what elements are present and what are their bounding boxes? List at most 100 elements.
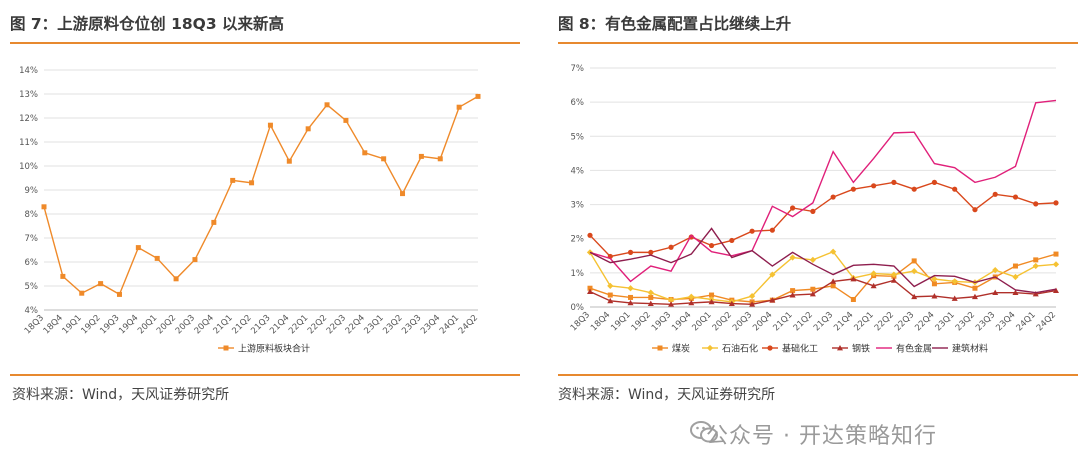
data-point xyxy=(688,293,695,300)
x-tick-label: 21Q2 xyxy=(230,313,253,336)
legend-marker xyxy=(706,344,714,352)
data-point xyxy=(830,278,837,284)
data-point xyxy=(647,289,654,296)
legend-label: 煤炭 xyxy=(672,343,690,355)
x-tick-label: 24Q1 xyxy=(1015,310,1038,333)
x-tick-label: 22Q4 xyxy=(344,313,367,336)
data-point xyxy=(1012,273,1019,281)
x-tick-label: 22Q4 xyxy=(913,310,936,333)
data-point xyxy=(830,283,836,289)
legend-item: 煤炭 xyxy=(652,343,690,355)
x-tick-label: 19Q2 xyxy=(79,313,102,336)
series-line-5 xyxy=(589,227,1057,294)
data-point xyxy=(708,298,715,305)
x-tick-label: 23Q1 xyxy=(362,313,385,336)
legend-marker xyxy=(657,345,663,351)
data-point xyxy=(931,281,937,287)
y-tick-label: 8% xyxy=(25,210,39,220)
legend-label: 基础化工 xyxy=(782,343,818,355)
data-point xyxy=(749,228,755,234)
figure-7-source: 资料来源：Wind，天风证券研究所 xyxy=(12,387,230,403)
data-point xyxy=(688,299,695,306)
data-point xyxy=(98,281,104,287)
data-point xyxy=(607,297,614,304)
x-tick-label: 22Q3 xyxy=(325,313,348,336)
data-point xyxy=(992,191,998,197)
data-point xyxy=(173,276,179,282)
legend-item: 有色金属 xyxy=(876,343,932,355)
x-tick-label: 22Q2 xyxy=(873,310,896,333)
data-point xyxy=(418,153,424,159)
y-tick-label: 2% xyxy=(571,235,585,245)
x-tick-label: 20Q2 xyxy=(155,313,178,336)
y-tick-label: 7% xyxy=(25,234,39,244)
data-point xyxy=(230,177,236,183)
data-point xyxy=(116,291,122,297)
x-tick-label: 19Q1 xyxy=(609,310,632,333)
watermark-text: 公众号 · 开达策略知行 xyxy=(706,424,937,449)
data-point xyxy=(830,194,836,200)
data-point xyxy=(79,290,85,296)
data-point xyxy=(1033,257,1039,263)
y-tick-label: 5% xyxy=(25,282,39,292)
data-point xyxy=(627,249,634,255)
x-tick-label: 22Q1 xyxy=(852,310,875,333)
data-point xyxy=(728,300,735,306)
y-tick-label: 12% xyxy=(19,114,38,124)
data-point xyxy=(135,245,141,251)
y-tick-label: 14% xyxy=(19,66,38,76)
data-point xyxy=(154,255,160,261)
data-point xyxy=(668,244,674,250)
y-tick-label: 4% xyxy=(571,166,585,176)
legend-label: 石油石化 xyxy=(722,343,758,355)
data-point xyxy=(1033,201,1039,207)
data-point xyxy=(790,205,796,211)
x-tick-label: 21Q2 xyxy=(792,310,815,333)
data-point xyxy=(587,285,593,291)
x-tick-label: 20Q3 xyxy=(731,310,754,333)
y-tick-label: 3% xyxy=(571,201,585,211)
data-point xyxy=(192,257,198,263)
legend-label: 钢铁 xyxy=(852,343,870,355)
x-tick-label: 24Q1 xyxy=(438,313,461,336)
data-point xyxy=(305,126,311,132)
source-rule xyxy=(558,374,1078,376)
data-point xyxy=(286,158,292,164)
data-point xyxy=(972,285,978,291)
x-tick-label: 18Q3 xyxy=(569,310,592,333)
source-rule xyxy=(10,374,520,376)
figure-8-title: 图 8：有色金属配置占比继续上升 xyxy=(558,15,792,33)
y-tick-label: 11% xyxy=(19,138,38,148)
data-point xyxy=(1053,200,1059,206)
x-tick-label: 21Q4 xyxy=(832,310,855,333)
x-tick-label: 19Q1 xyxy=(61,313,84,336)
data-point xyxy=(627,285,634,292)
data-point xyxy=(850,296,856,302)
series-line-0 xyxy=(43,95,479,296)
data-point xyxy=(931,293,938,299)
data-point xyxy=(587,288,593,295)
legend-label: 有色金属 xyxy=(896,343,932,355)
x-tick-label: 21Q3 xyxy=(249,313,272,336)
series-line-4 xyxy=(589,99,1057,283)
data-point xyxy=(267,122,273,128)
y-tick-label: 4% xyxy=(25,306,39,316)
legend-marker xyxy=(837,345,843,351)
data-point xyxy=(1053,251,1059,257)
sector-allocation-line-chart: 0% 1% 2% 3% 4% 5% 6% 7% 18Q318Q419Q119Q219Q319Q4… xyxy=(569,64,1060,355)
x-tick-label: 24Q2 xyxy=(1035,310,1058,333)
legend-item: 石油石化 xyxy=(702,343,758,355)
legend-item: 上游原料板块合计 xyxy=(218,343,310,355)
data-point xyxy=(1032,262,1039,270)
series-line-2 xyxy=(589,181,1057,258)
data-point xyxy=(607,292,613,298)
data-point xyxy=(668,301,675,307)
data-point xyxy=(627,299,634,306)
x-tick-label: 22Q3 xyxy=(893,310,916,333)
data-point xyxy=(790,288,796,294)
x-tick-label: 18Q4 xyxy=(589,310,612,333)
x-tick-label: 20Q2 xyxy=(711,310,734,333)
data-point xyxy=(343,117,349,123)
x-tick-label: 23Q3 xyxy=(400,313,423,336)
data-point xyxy=(809,256,816,263)
